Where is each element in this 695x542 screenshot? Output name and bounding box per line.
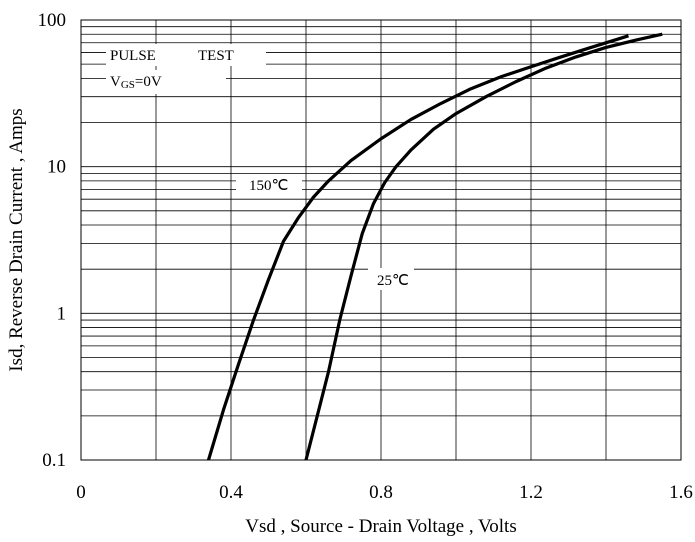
x-tick-label: 0 (76, 482, 86, 503)
label-150-box (236, 174, 302, 196)
series-line-0 (206, 34, 629, 461)
y-tick-labels: 0.1 1 10 100 (38, 10, 67, 471)
series-label-150: 150℃ (249, 178, 288, 194)
y-tick-label: 1 (57, 303, 67, 324)
series-layer (206, 32, 663, 461)
y-tick-label: 100 (38, 10, 67, 31)
pulse-label: PULSE (110, 48, 156, 64)
y-tick-label: 10 (47, 157, 66, 178)
x-tick-label: 0.4 (219, 482, 243, 503)
vgs-sub: GS (121, 79, 135, 91)
x-tick-label: 0.8 (369, 482, 393, 503)
grid (81, 20, 681, 460)
y-axis-title: Isd, Reverse Drain Current , Amps (6, 108, 27, 371)
pulse-test-box (106, 44, 266, 66)
vgs-main: V (110, 74, 121, 90)
vgs-value: =0V (135, 74, 162, 90)
x-tick-label: 1.2 (519, 482, 543, 503)
series-label-25: 25℃ (377, 273, 409, 289)
vgs-label: VGS=0V (110, 74, 162, 91)
test-label: TEST (198, 48, 234, 64)
vgs-box (106, 70, 226, 94)
label-25-box (368, 268, 414, 290)
plot-frame (80, 19, 682, 461)
x-tick-label: 1.6 (669, 482, 693, 503)
series-line-1 (304, 32, 663, 461)
y-tick-label: 0.1 (42, 450, 66, 471)
x-axis-title: Vsd , Source - Drain Voltage , Volts (245, 516, 516, 537)
x-tick-labels: 0 0.4 0.8 1.2 1.6 (76, 482, 693, 503)
